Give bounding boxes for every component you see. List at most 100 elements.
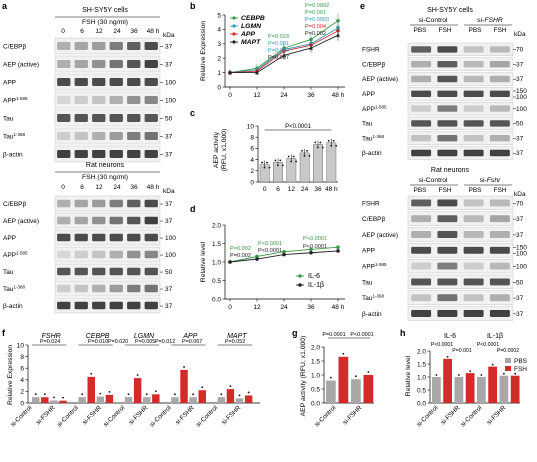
condition-label: FSH bbox=[439, 187, 452, 194]
bar bbox=[180, 369, 188, 403]
x-category-label: si-Control bbox=[102, 404, 126, 428]
blot-band bbox=[463, 90, 484, 97]
panel-letter: g bbox=[292, 328, 298, 338]
y-tick-label: 1 bbox=[217, 70, 221, 77]
gene-label: APP bbox=[182, 333, 197, 340]
kda-marker: 150 bbox=[516, 88, 527, 95]
blot-row-label: AEP (active) bbox=[3, 218, 39, 225]
data-point bbox=[314, 141, 317, 144]
data-point bbox=[502, 372, 505, 375]
blot-row-label: Tau bbox=[3, 116, 14, 123]
bar bbox=[189, 397, 197, 403]
data-point bbox=[62, 396, 64, 399]
blot-band bbox=[144, 199, 158, 208]
p-value: P=0.067 bbox=[182, 339, 202, 345]
bar bbox=[244, 395, 253, 403]
data-point bbox=[354, 375, 357, 378]
bar bbox=[87, 376, 95, 403]
data-point bbox=[263, 166, 266, 169]
condition-label: FSH bbox=[439, 27, 452, 34]
timepoint-label: 0 bbox=[61, 184, 65, 191]
kda-marker: 37 bbox=[516, 61, 524, 68]
blot-band bbox=[489, 199, 510, 207]
blot-band bbox=[411, 199, 432, 207]
blot-band bbox=[144, 42, 158, 50]
blot-band bbox=[144, 301, 158, 310]
blot-band bbox=[463, 246, 484, 254]
kda-marker: 100 bbox=[165, 252, 176, 259]
data-point bbox=[295, 160, 298, 163]
blot-band bbox=[437, 90, 458, 97]
kda-marker: 37 bbox=[165, 62, 173, 69]
blot-row-label-superscript: 1-585 bbox=[16, 251, 28, 256]
blot-row-label: FSHR bbox=[362, 47, 380, 54]
blot-band bbox=[463, 75, 484, 83]
data-point bbox=[255, 257, 259, 261]
blot-band bbox=[489, 278, 510, 286]
blot-band bbox=[437, 135, 458, 142]
y-axis-label: (RFU, x1,000) bbox=[221, 129, 228, 172]
data-point bbox=[192, 393, 195, 396]
condition-label: PBS bbox=[468, 27, 482, 34]
blot-membrane bbox=[407, 211, 514, 226]
y-tick-label: 1.5 bbox=[417, 361, 426, 368]
x-tick-label: 48 h bbox=[332, 92, 345, 99]
blot-band bbox=[92, 250, 106, 259]
group-label: si-Control bbox=[418, 177, 448, 184]
kda-title: kDa bbox=[514, 191, 526, 198]
blot-band bbox=[109, 233, 123, 242]
data-point bbox=[308, 154, 311, 157]
legend-label: PBS bbox=[514, 358, 528, 365]
blot-band bbox=[57, 96, 71, 104]
bar bbox=[326, 142, 337, 183]
y-axis-label: Relative Expression bbox=[200, 21, 207, 81]
blot-band bbox=[127, 250, 141, 259]
data-point bbox=[309, 250, 313, 255]
timepoint-label: 36 bbox=[130, 184, 138, 191]
kda-title: kDa bbox=[163, 32, 175, 39]
p-value: P=0.0001 bbox=[322, 332, 345, 338]
panel-letter: b bbox=[190, 1, 196, 11]
data-point bbox=[301, 149, 303, 152]
blot-band bbox=[57, 132, 71, 140]
blot-band bbox=[74, 114, 88, 122]
p-value: P=0.005 bbox=[135, 339, 155, 345]
gene-label: CEBPB bbox=[86, 333, 110, 340]
p-value: P=0.001 bbox=[268, 41, 289, 47]
bar bbox=[488, 366, 498, 403]
y-tick-label: 5 bbox=[217, 12, 221, 19]
blot-band bbox=[127, 132, 141, 140]
kda-marker: 50 bbox=[516, 121, 524, 128]
blot-band bbox=[92, 96, 106, 104]
data-point bbox=[229, 385, 232, 387]
legend-label: IL-6 bbox=[308, 273, 320, 280]
kda-marker: 150 bbox=[516, 245, 527, 252]
blot-band bbox=[74, 132, 88, 140]
p-value: P=0.012 bbox=[155, 339, 175, 345]
blot-band bbox=[74, 42, 88, 50]
data-point bbox=[136, 374, 139, 376]
data-point bbox=[201, 386, 204, 389]
blot-band bbox=[144, 284, 158, 293]
x-tick-label: 6 bbox=[276, 186, 280, 193]
p-value: P=0.004 bbox=[305, 24, 326, 30]
legend-label: IL-1β bbox=[308, 282, 324, 289]
x-tick-label: 36 bbox=[307, 304, 315, 311]
data-point bbox=[247, 391, 250, 394]
blot-band bbox=[437, 310, 458, 317]
blot-band bbox=[109, 216, 123, 225]
blot-row-label: β-actin bbox=[3, 303, 23, 310]
blot-row-label: APP bbox=[362, 91, 375, 98]
y-tick-label: 1.5 bbox=[212, 241, 221, 248]
data-point bbox=[316, 146, 319, 149]
p-value: P<0.0001 bbox=[477, 342, 499, 348]
timepoint-label: 48 h bbox=[147, 28, 160, 35]
blot-band bbox=[92, 60, 106, 68]
blot-band bbox=[92, 42, 106, 50]
blot-band bbox=[127, 267, 141, 276]
data-point bbox=[336, 18, 340, 23]
data-point bbox=[292, 155, 295, 158]
blot-band bbox=[127, 42, 141, 50]
